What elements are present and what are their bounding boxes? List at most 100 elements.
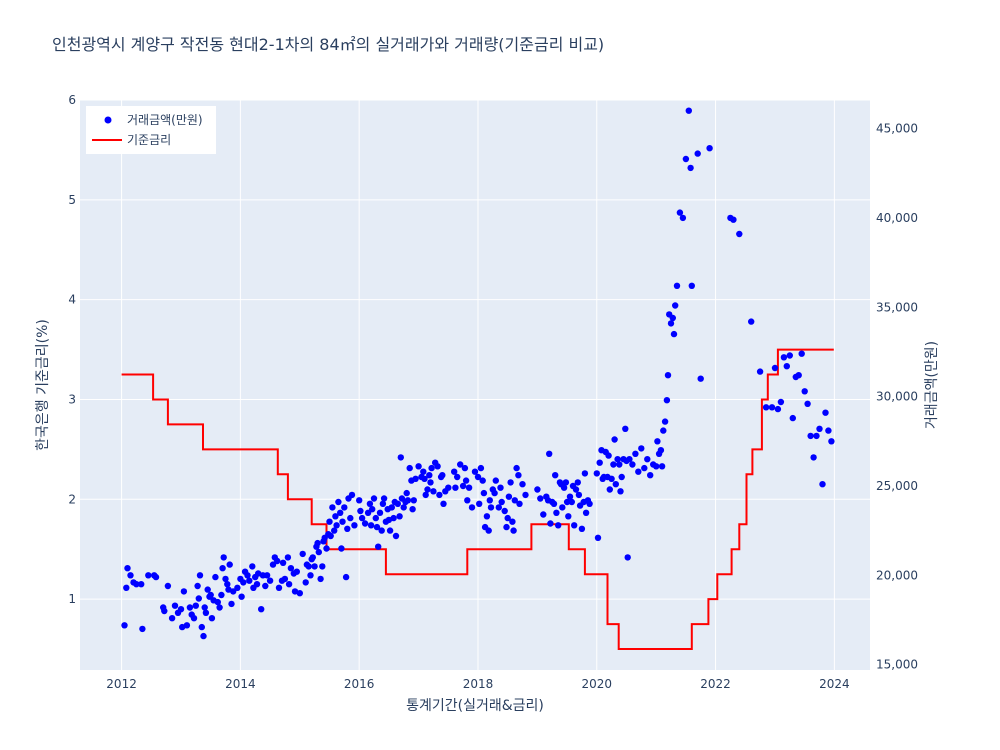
price-point[interactable] (624, 554, 631, 561)
price-point[interactable] (816, 425, 823, 432)
price-point[interactable] (168, 615, 176, 622)
price-point[interactable] (299, 550, 306, 558)
price-point[interactable] (373, 523, 381, 531)
price-point[interactable] (200, 632, 207, 640)
price-point[interactable] (327, 532, 334, 540)
price-point[interactable] (688, 282, 695, 289)
price-point[interactable] (293, 568, 300, 575)
price-point[interactable] (813, 432, 820, 440)
price-point[interactable] (552, 472, 559, 479)
price-point[interactable] (138, 581, 145, 588)
price-point[interactable] (522, 491, 529, 499)
price-point[interactable] (339, 518, 346, 525)
price-point[interactable] (503, 523, 510, 531)
price-point[interactable] (186, 604, 194, 611)
price-point[interactable] (378, 527, 385, 534)
price-point[interactable] (459, 482, 467, 490)
price-point[interactable] (801, 388, 808, 395)
price-point[interactable] (220, 554, 227, 561)
price-point[interactable] (230, 588, 237, 595)
price-point[interactable] (218, 591, 225, 599)
price-point[interactable] (505, 493, 513, 500)
price-point[interactable] (204, 586, 211, 593)
price-point[interactable] (326, 518, 333, 525)
price-point[interactable] (212, 573, 219, 581)
price-point[interactable] (730, 216, 737, 223)
price-point[interactable] (317, 575, 324, 583)
price-point[interactable] (269, 561, 277, 568)
price-point[interactable] (392, 532, 400, 540)
price-point[interactable] (183, 622, 191, 629)
price-point[interactable] (121, 622, 128, 629)
price-point[interactable] (364, 509, 372, 516)
price-point[interactable] (622, 425, 629, 432)
price-point[interactable] (487, 504, 495, 511)
price-point[interactable] (606, 486, 613, 493)
price-point[interactable] (540, 511, 547, 518)
price-point[interactable] (133, 581, 140, 588)
price-point[interactable] (445, 484, 452, 491)
price-point[interactable] (504, 514, 511, 522)
price-point[interactable] (578, 525, 586, 532)
price-point[interactable] (771, 364, 779, 372)
price-point[interactable] (275, 584, 283, 591)
price-point[interactable] (510, 527, 517, 534)
price-point[interactable] (748, 318, 755, 325)
price-point[interactable] (171, 602, 179, 609)
price-point[interactable] (375, 543, 382, 550)
price-point[interactable] (305, 563, 312, 570)
price-point[interactable] (195, 595, 202, 602)
price-point[interactable] (641, 464, 648, 472)
price-point[interactable] (477, 464, 485, 472)
price-point[interactable] (192, 602, 199, 609)
price-point[interactable] (452, 484, 459, 491)
price-point[interactable] (462, 477, 470, 484)
price-point[interactable] (367, 522, 375, 529)
legend-rate-label[interactable]: 기준금리 (127, 133, 171, 147)
price-point[interactable] (673, 282, 681, 289)
price-point[interactable] (774, 405, 782, 413)
price-point[interactable] (574, 479, 581, 486)
price-point[interactable] (660, 427, 667, 434)
price-point[interactable] (563, 498, 571, 506)
price-point[interactable] (762, 404, 770, 411)
price-point[interactable] (685, 107, 692, 114)
price-point[interactable] (421, 475, 428, 482)
price-point[interactable] (626, 456, 633, 463)
price-point[interactable] (177, 606, 185, 613)
price-point[interactable] (451, 468, 458, 475)
price-point[interactable] (127, 572, 134, 579)
price-point[interactable] (436, 491, 443, 499)
price-point[interactable] (612, 481, 619, 488)
price-point[interactable] (498, 498, 505, 506)
price-point[interactable] (575, 491, 583, 499)
price-point[interactable] (783, 363, 790, 370)
price-point[interactable] (687, 164, 694, 172)
price-point[interactable] (329, 504, 336, 511)
price-point[interactable] (338, 545, 345, 552)
price-point[interactable] (240, 579, 247, 586)
price-point[interactable] (335, 498, 342, 506)
price-point[interactable] (228, 600, 235, 608)
price-point[interactable] (319, 563, 326, 570)
price-point[interactable] (513, 464, 520, 472)
price-point[interactable] (331, 527, 338, 534)
price-point[interactable] (810, 454, 817, 461)
price-point[interactable] (311, 563, 318, 570)
price-point[interactable] (439, 472, 446, 479)
price-point[interactable] (608, 475, 615, 482)
price-point[interactable] (822, 409, 829, 416)
price-point[interactable] (238, 593, 245, 600)
price-point[interactable] (404, 497, 412, 504)
price-point[interactable] (376, 509, 384, 516)
price-point[interactable] (285, 581, 293, 588)
price-point[interactable] (594, 534, 602, 541)
price-point[interactable] (145, 572, 152, 579)
price-point[interactable] (262, 582, 269, 590)
legend[interactable]: 거래금액(만원) 기준금리 (86, 106, 216, 154)
price-point[interactable] (629, 461, 636, 468)
price-point[interactable] (424, 486, 431, 493)
price-point[interactable] (361, 520, 369, 527)
price-point[interactable] (457, 461, 464, 468)
price-point[interactable] (593, 470, 600, 477)
